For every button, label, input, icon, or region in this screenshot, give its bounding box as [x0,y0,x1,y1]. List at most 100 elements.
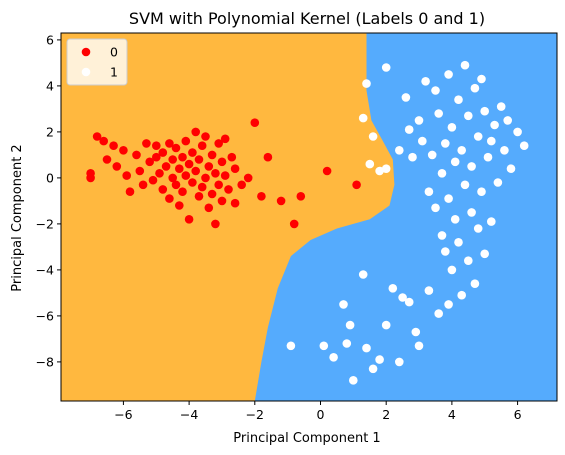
point-label-0 [204,162,214,171]
point-label-1 [349,376,358,385]
point-label-0 [214,180,223,190]
point-label-0 [220,134,230,144]
legend: 01 [66,38,128,86]
point-label-0 [243,173,253,183]
point-label-0 [276,196,286,206]
point-label-1 [358,113,368,123]
legend-label-1: 1 [110,65,118,80]
legend-marker-0 [81,47,91,57]
point-label-0 [158,185,168,194]
point-label-0 [217,196,227,206]
point-label-1 [431,86,440,95]
point-label-0 [132,150,141,160]
point-label-1 [286,341,296,351]
point-label-0 [152,141,161,150]
point-label-1 [437,231,447,240]
point-label-0 [171,143,181,153]
point-label-1 [414,116,424,125]
point-label-0 [257,192,266,201]
point-label-0 [171,180,181,190]
point-label-1 [329,353,338,362]
point-label-0 [181,136,191,146]
point-label-0 [237,180,246,190]
legend-box [66,38,128,86]
legend-marker-1 [81,67,91,77]
point-label-1 [477,187,486,196]
point-label-1 [358,270,368,279]
point-label-0 [194,192,204,201]
point-label-1 [503,116,512,125]
point-label-1 [500,146,509,155]
point-label-1 [444,70,453,79]
point-label-1 [460,60,470,70]
point-label-1 [441,247,450,256]
point-label-0 [204,203,214,213]
point-label-1 [431,203,440,213]
point-label-1 [345,320,355,330]
point-label-1 [464,256,473,266]
point-label-0 [201,173,210,183]
point-label-1 [424,187,434,196]
point-label-1 [421,77,430,86]
point-label-0 [227,152,237,162]
point-label-1 [375,166,384,176]
point-label-1 [362,79,371,88]
region-label-1 [254,33,557,401]
point-label-1 [467,162,476,171]
point-label-1 [473,224,483,233]
point-label-1 [424,286,434,295]
y-tick-label: −8 [36,354,54,369]
point-label-0 [217,157,227,167]
point-label-0 [86,173,95,183]
plot-area [61,33,557,401]
point-label-0 [230,198,240,208]
x-tick-label: −4 [180,407,198,422]
point-label-0 [263,152,273,162]
point-label-0 [158,148,168,157]
point-label-0 [125,187,135,196]
point-label-1 [464,111,473,121]
point-label-0 [135,166,145,176]
point-label-1 [441,139,450,148]
point-label-0 [201,132,210,141]
point-label-0 [155,169,164,178]
x-axis-ticks: −6 −4 −2 0 2 4 6 [114,401,522,422]
point-label-1 [388,284,398,293]
point-label-1 [365,159,375,169]
point-label-1 [496,102,506,111]
point-label-1 [444,194,453,203]
point-label-0 [175,201,184,210]
x-axis-label: Principal Component 1 [233,431,380,446]
data-points [86,60,529,385]
point-label-1 [483,152,493,162]
x-tick-label: 6 [514,407,522,422]
point-label-1 [454,238,463,247]
point-label-1 [434,309,444,318]
point-label-1 [411,327,421,337]
point-label-0 [296,192,306,201]
point-label-1 [398,293,407,302]
point-label-1 [427,150,437,160]
point-label-1 [408,152,417,162]
point-label-1 [434,109,444,118]
point-label-1 [457,146,467,155]
point-label-0 [175,164,184,173]
point-label-0 [165,194,174,203]
point-label-0 [102,155,112,164]
point-label-1 [513,127,522,137]
point-label-0 [207,150,217,160]
legend-label-0: 0 [110,45,118,60]
point-label-0 [188,178,197,187]
point-label-1 [480,106,490,116]
x-tick-label: 0 [317,407,325,422]
point-label-1 [381,320,391,330]
point-label-0 [211,219,220,229]
point-label-0 [138,180,148,190]
point-label-0 [211,169,220,178]
point-label-0 [207,189,217,199]
point-label-1 [454,95,463,104]
chart-title: SVM with Polynomial Kernel (Labels 0 and… [129,9,485,28]
point-label-0 [92,132,102,141]
point-label-0 [142,139,151,148]
